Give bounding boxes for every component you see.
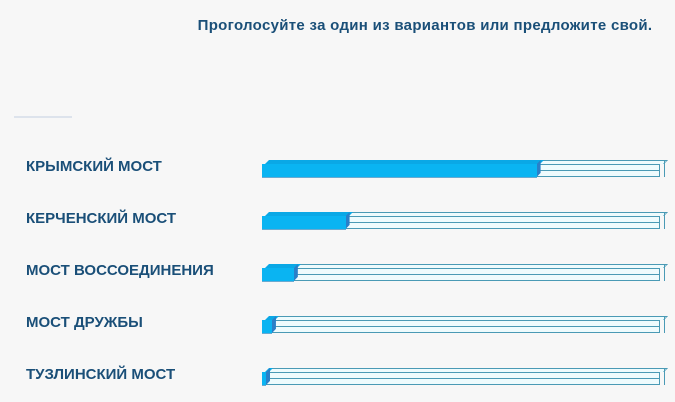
poll-title: Проголосуйте за один из вариантов или пр…	[197, 17, 653, 34]
option-label: МОСТ ВОССОЕДИНЕНИЯ	[26, 262, 214, 279]
vote-bar	[262, 160, 668, 178]
bar-track-end	[659, 160, 665, 177]
poll-option[interactable]: КРЫМСКИЙ МОСТ	[0, 152, 675, 182]
option-label: МОСТ ДРУЖБЫ	[26, 314, 143, 331]
vote-bar	[262, 316, 668, 334]
vote-bar	[262, 368, 668, 386]
bar-fill	[262, 368, 273, 386]
option-label: КРЫМСКИЙ МОСТ	[26, 158, 162, 175]
poll-option[interactable]: КЕРЧЕНСКИЙ МОСТ	[0, 204, 675, 234]
bar-track	[262, 216, 660, 229]
vote-bar	[262, 212, 668, 230]
bar-track-end	[659, 368, 665, 385]
bar-track	[262, 268, 660, 281]
option-label: ТУЗЛИНСКИЙ МОСТ	[26, 366, 176, 383]
poll-option[interactable]: МОСТ ВОССОЕДИНЕНИЯ	[0, 256, 675, 286]
bar-fill	[262, 316, 279, 334]
poll-option[interactable]: ТУЗЛИНСКИЙ МОСТ	[0, 360, 675, 390]
bar-track	[262, 320, 660, 333]
option-label: КЕРЧЕНСКИЙ МОСТ	[26, 210, 177, 227]
divider	[14, 116, 72, 118]
bar-track-end	[659, 264, 665, 281]
bar-fill	[262, 264, 301, 282]
vote-bar	[262, 264, 668, 282]
poll-option[interactable]: МОСТ ДРУЖБЫ	[0, 308, 675, 338]
bar-fill	[262, 212, 353, 230]
bar-track	[262, 372, 660, 385]
bar-track-end	[659, 316, 665, 333]
bar-track-end	[659, 212, 665, 229]
bar-fill	[262, 160, 544, 178]
